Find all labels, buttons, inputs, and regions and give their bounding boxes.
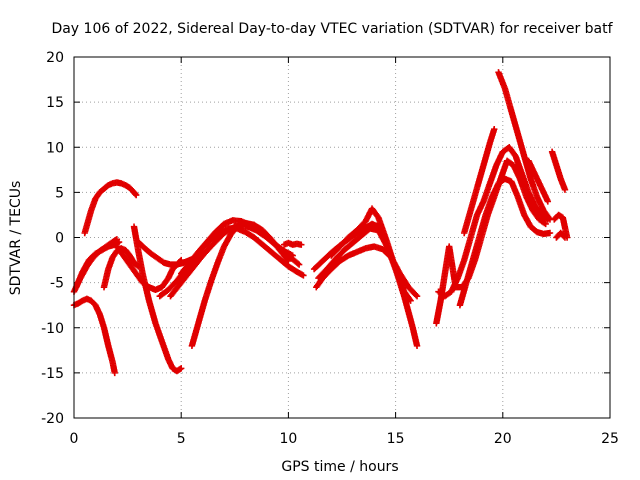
series-arc26 bbox=[553, 229, 569, 241]
data-point bbox=[295, 261, 303, 268]
data-point bbox=[111, 369, 118, 377]
series-arc20 bbox=[456, 175, 554, 309]
x-tick-label: 15 bbox=[387, 431, 405, 447]
series-arc24 bbox=[548, 148, 569, 193]
x-tick-label: 25 bbox=[601, 431, 619, 447]
series-arc22 bbox=[495, 69, 554, 223]
axis-ticks: 0 5 10 15 20 25 -20 -15 -10 -5 0 5 10 15 20 bbox=[41, 50, 619, 447]
data-point bbox=[560, 233, 568, 240]
series-arc21 bbox=[461, 126, 498, 237]
series-arc13 bbox=[280, 239, 305, 248]
data-point bbox=[413, 292, 421, 300]
series-arc1 bbox=[81, 179, 140, 237]
x-tick-label: 10 bbox=[279, 431, 297, 447]
plot-frame bbox=[73, 56, 611, 419]
data-point bbox=[284, 256, 291, 263]
data-point bbox=[561, 186, 569, 193]
data-point bbox=[178, 365, 185, 372]
y-tick-label: 10 bbox=[46, 140, 64, 156]
series-arc11 bbox=[188, 219, 292, 349]
data-point bbox=[545, 214, 553, 222]
y-tick-label: -20 bbox=[41, 411, 64, 427]
y-tick-label: 5 bbox=[55, 185, 64, 201]
x-tick-label: 0 bbox=[70, 431, 79, 447]
series-arc12 bbox=[178, 217, 296, 277]
data-point bbox=[406, 296, 413, 303]
series-arc2 bbox=[70, 295, 118, 377]
y-tick-label: 20 bbox=[46, 50, 64, 66]
data-point bbox=[407, 297, 414, 304]
data-point bbox=[541, 219, 548, 227]
data-point bbox=[561, 234, 569, 241]
data-point bbox=[115, 238, 123, 246]
y-axis-label: SDTVAR / TECUs bbox=[8, 181, 24, 296]
data-point bbox=[132, 191, 140, 199]
data-point bbox=[285, 257, 292, 265]
series-arc4 bbox=[72, 238, 123, 291]
y-tick-label: -10 bbox=[41, 321, 64, 337]
data-point bbox=[491, 126, 498, 133]
data-point bbox=[546, 229, 554, 237]
data-point bbox=[412, 291, 420, 299]
data-point bbox=[413, 342, 421, 349]
series-arc6 bbox=[113, 243, 185, 294]
series-arc17 bbox=[328, 205, 414, 304]
data-points bbox=[70, 69, 571, 377]
x-axis-label: GPS time / hours bbox=[281, 459, 398, 475]
y-tick-label: -15 bbox=[41, 366, 64, 382]
y-tick-label: 0 bbox=[55, 231, 64, 247]
x-tick-label: 5 bbox=[177, 431, 186, 447]
series-arc23 bbox=[525, 157, 552, 205]
y-tick-label: -5 bbox=[50, 276, 64, 292]
data-point bbox=[544, 198, 552, 205]
chart-title: Day 106 of 2022, Sidereal Day-to-day VTE… bbox=[51, 21, 613, 37]
data-point bbox=[289, 252, 296, 259]
series-arc25 bbox=[551, 211, 571, 241]
data-point bbox=[542, 220, 549, 228]
series-arc19 bbox=[435, 144, 552, 300]
grid bbox=[74, 57, 610, 418]
data-point bbox=[294, 260, 302, 267]
data-point bbox=[300, 272, 307, 279]
y-tick-label: 15 bbox=[46, 95, 64, 111]
x-tick-label: 20 bbox=[494, 431, 512, 447]
data-point bbox=[298, 241, 305, 248]
